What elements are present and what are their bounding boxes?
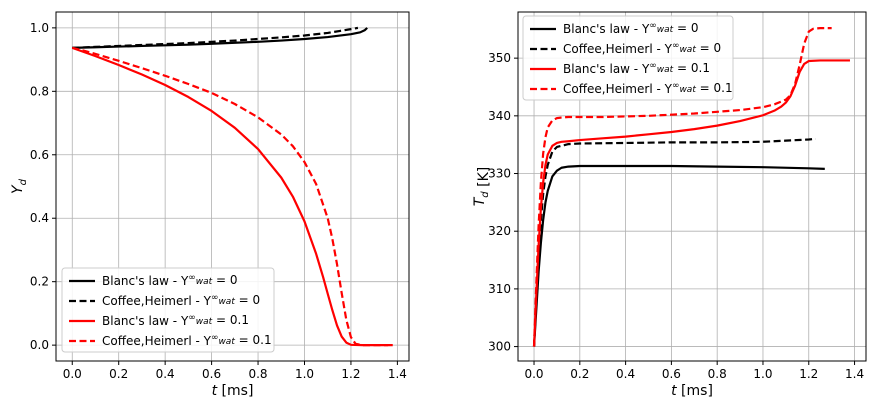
- y-tick-label: 1.0: [30, 21, 49, 35]
- x-tick-label: 0.0: [63, 367, 82, 381]
- x-tick-label: 0.8: [248, 367, 267, 381]
- y-tick-label: 0.6: [30, 148, 49, 162]
- y-tick-label: 300: [488, 340, 511, 354]
- series-group: [532, 27, 850, 347]
- x-tick-label: 1.2: [799, 367, 818, 381]
- x-axis-label: t [ms]: [671, 383, 713, 399]
- x-axis-label: t [ms]: [212, 383, 254, 399]
- x-tick-label: 1.4: [388, 367, 407, 381]
- legend: Blanc's law - Y∞wat = 0 Coffee,Heimerl - …: [61, 267, 275, 353]
- legend-entry: Coffee,Heimerl - Y∞wat = 0: [102, 293, 260, 308]
- y-tick-label: 0.4: [30, 211, 49, 225]
- y-tick-label: 0.0: [30, 338, 49, 352]
- axes-frame: [55, 11, 410, 362]
- x-tick-label: 1.0: [295, 367, 314, 381]
- x-tick-label: 0.2: [109, 367, 128, 381]
- legend-entry: Blanc's law - Y∞wat = 0.1: [563, 61, 710, 76]
- panel-1: 0.0 0.2 0.4 0.6 0.8 1.0 1.2 1.4 0.0 0.2 0.4 0.6 0.8 1…: [10, 11, 410, 399]
- x-tick-label: 0.6: [662, 367, 681, 381]
- x-tick-label: 1.4: [845, 367, 864, 381]
- legend-entry: Blanc's law - Y∞wat = 0.1: [102, 313, 249, 328]
- legend-box: [61, 267, 275, 353]
- y-tick-label: 0.8: [30, 84, 49, 98]
- series-line-4: [71, 46, 389, 347]
- series-line-2: [72, 26, 359, 49]
- legend: Blanc's law - Y∞wat = 0 Coffee,Heimerl - …: [522, 15, 734, 101]
- series-line-3: [532, 59, 850, 347]
- legend-entry: Coffee,Heimerl - Y∞wat = 0: [563, 41, 721, 56]
- y-tick-label: 0.2: [30, 275, 49, 289]
- y-tick-label: 330: [488, 167, 511, 181]
- x-tick-label: 0.0: [524, 367, 543, 381]
- x-tick-label: 0.2: [570, 367, 589, 381]
- x-tick-label: 1.0: [753, 367, 772, 381]
- legend-entry: Blanc's law - Y∞wat = 0: [563, 21, 699, 36]
- y-tick-label: 350: [488, 51, 511, 65]
- series-line-3: [71, 46, 393, 347]
- y-tick-label: 340: [488, 109, 511, 123]
- x-tick-label: 1.2: [341, 367, 360, 381]
- legend-box: [522, 15, 734, 101]
- series-line-4: [532, 27, 832, 347]
- legend-entry: Coffee,Heimerl - Y∞wat = 0.1: [563, 81, 733, 96]
- legend-entry: Blanc's law - Y∞wat = 0: [102, 273, 238, 288]
- legend-entry: Coffee,Heimerl - Y∞wat = 0.1: [102, 333, 272, 348]
- series-group: [71, 26, 393, 347]
- x-tick-label: 0.6: [202, 367, 221, 381]
- axes-frame: [517, 11, 867, 362]
- series-line-1: [532, 164, 825, 347]
- y-tick-label: 310: [488, 282, 511, 296]
- x-tick-label: 0.4: [616, 367, 635, 381]
- y-axis-label: Td [K]: [472, 167, 492, 206]
- x-tick-label: 0.8: [708, 367, 727, 381]
- y-axis-label: Yd: [10, 178, 29, 194]
- y-tick-label: 320: [488, 224, 511, 238]
- x-tick-label: 0.4: [156, 367, 175, 381]
- panel-2: 0.0 0.2 0.4 0.6 0.8 1.0 1.2 1.4 300 310 320 330 340 3…: [472, 11, 867, 399]
